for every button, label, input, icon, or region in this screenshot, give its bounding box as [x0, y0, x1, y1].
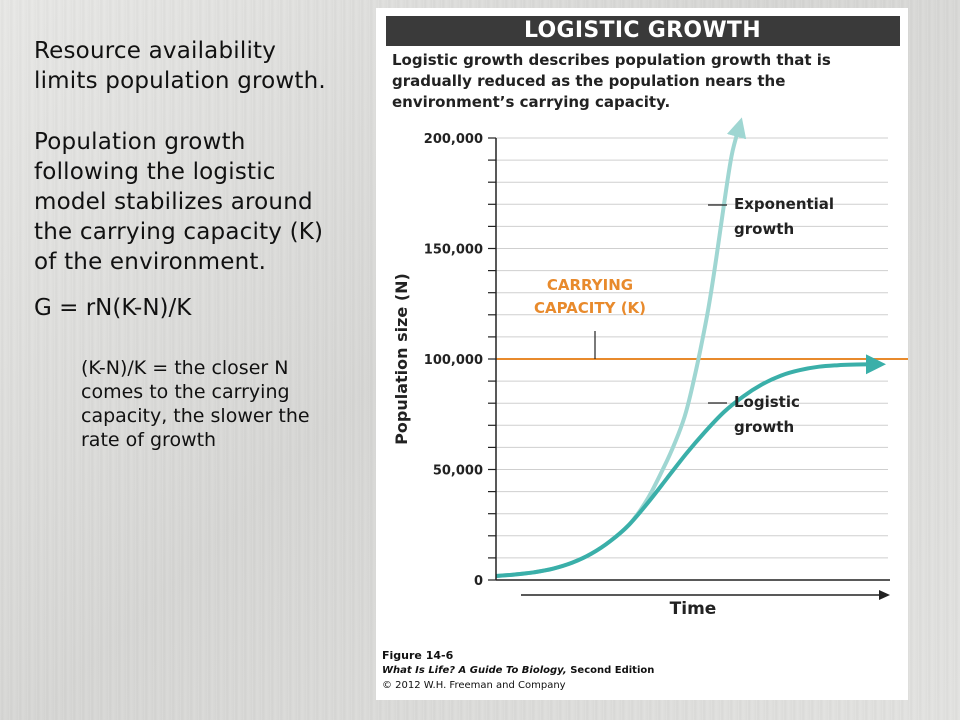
logistic-growth-chart: CARRYING CAPACITY (K) Exponential growth…	[392, 117, 908, 619]
figure-caption: Logistic growth describes population gro…	[392, 51, 831, 111]
x-axis-label: Time	[670, 599, 717, 619]
exponential-label-line1: Exponential	[734, 195, 834, 213]
carrying-capacity-label-line1: CARRYING	[547, 276, 633, 294]
resource-availability-text: Resource availability limits population …	[34, 38, 326, 94]
y-axis-ticks	[488, 137, 496, 581]
figure-label: Figure 14-6	[382, 649, 454, 662]
y-axis-label: Population size (N)	[392, 273, 411, 445]
time-arrow-head	[879, 590, 890, 600]
copyright-line: © 2012 W.H. Freeman and Company	[382, 680, 566, 691]
y-tick-labels: 0 50,000 100,000 150,000 200,000	[424, 132, 483, 589]
book-citation: What Is Life? A Guide To Biology, Second…	[382, 663, 882, 678]
figure-title: LOGISTIC GROWTH	[386, 16, 900, 46]
figure-credit: Figure 14-6 What Is Life? A Guide To Bio…	[382, 648, 882, 693]
growth-formula: G = rN(K-N)/K	[34, 295, 192, 321]
carrying-capacity-label-line2: CAPACITY (K)	[534, 299, 646, 317]
logistic-label-line1: Logistic	[734, 393, 800, 411]
logistic-label-line2: growth	[734, 418, 794, 436]
logistic-growth-line	[495, 354, 886, 578]
y-tick-label: 50,000	[433, 464, 483, 479]
book-title: What Is Life? A Guide To Biology,	[382, 665, 567, 676]
logistic-model-text: Population growth following the logistic…	[34, 129, 324, 275]
y-tick-label: 150,000	[424, 243, 483, 258]
exponential-growth-line	[495, 117, 747, 578]
exponential-label-line2: growth	[734, 220, 794, 238]
formula-explanation: (K-N)/K = the closer N comes to the carr…	[81, 357, 310, 451]
y-tick-label: 100,000	[424, 353, 483, 368]
y-tick-label: 0	[474, 574, 483, 589]
gridlines	[496, 137, 888, 559]
book-edition: Second Edition	[570, 665, 655, 676]
y-tick-label: 200,000	[424, 132, 483, 147]
figure-panel: LOGISTIC GROWTH Logistic growth describe…	[376, 8, 908, 700]
slide-text-column: Resource availability limits population …	[34, 36, 334, 452]
